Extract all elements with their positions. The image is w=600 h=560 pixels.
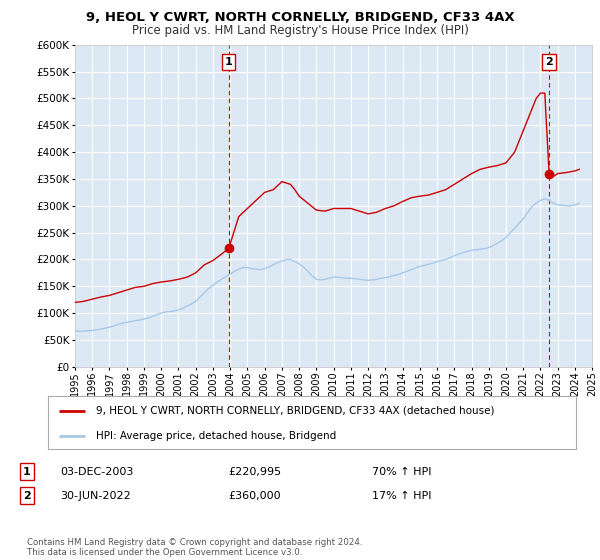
Text: £360,000: £360,000 — [228, 491, 281, 501]
Text: 1: 1 — [225, 57, 233, 67]
Text: 2: 2 — [545, 57, 553, 67]
Text: 9, HEOL Y CWRT, NORTH CORNELLY, BRIDGEND, CF33 4AX (detached house): 9, HEOL Y CWRT, NORTH CORNELLY, BRIDGEND… — [95, 406, 494, 416]
Text: 03-DEC-2003: 03-DEC-2003 — [60, 466, 133, 477]
Text: £220,995: £220,995 — [228, 466, 281, 477]
Text: 1: 1 — [23, 466, 31, 477]
Text: HPI: Average price, detached house, Bridgend: HPI: Average price, detached house, Brid… — [95, 431, 336, 441]
Text: 2: 2 — [23, 491, 31, 501]
Text: 70% ↑ HPI: 70% ↑ HPI — [372, 466, 431, 477]
Text: Price paid vs. HM Land Registry's House Price Index (HPI): Price paid vs. HM Land Registry's House … — [131, 24, 469, 36]
Text: 17% ↑ HPI: 17% ↑ HPI — [372, 491, 431, 501]
Text: 30-JUN-2022: 30-JUN-2022 — [60, 491, 131, 501]
Text: Contains HM Land Registry data © Crown copyright and database right 2024.
This d: Contains HM Land Registry data © Crown c… — [27, 538, 362, 557]
Text: 9, HEOL Y CWRT, NORTH CORNELLY, BRIDGEND, CF33 4AX: 9, HEOL Y CWRT, NORTH CORNELLY, BRIDGEND… — [86, 11, 514, 24]
